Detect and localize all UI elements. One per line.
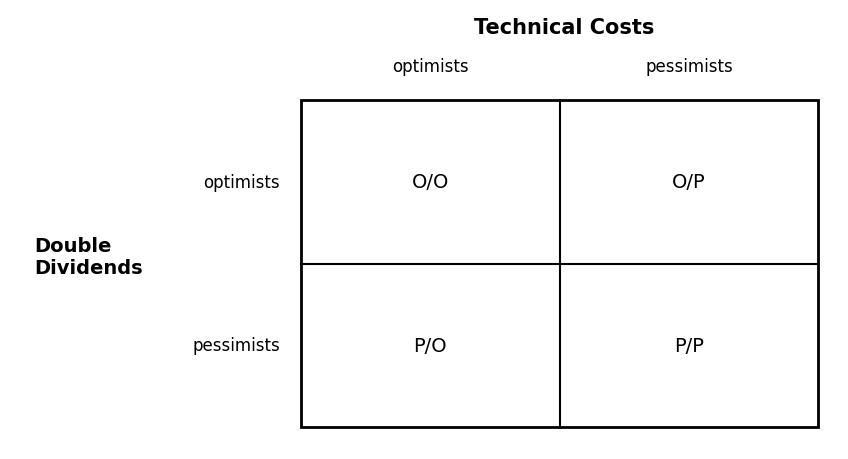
Text: optimists: optimists: [204, 174, 280, 191]
Text: O/P: O/P: [672, 173, 706, 192]
Text: P/O: P/O: [414, 336, 447, 355]
Text: P/P: P/P: [674, 336, 704, 355]
Text: Technical Costs: Technical Costs: [474, 18, 654, 38]
Text: Double
Dividends: Double Dividends: [34, 236, 142, 278]
Text: O/O: O/O: [411, 173, 449, 192]
Bar: [301, 101, 818, 427]
Text: pessimists: pessimists: [192, 336, 280, 354]
Text: pessimists: pessimists: [645, 58, 733, 76]
Text: optimists: optimists: [392, 58, 469, 76]
